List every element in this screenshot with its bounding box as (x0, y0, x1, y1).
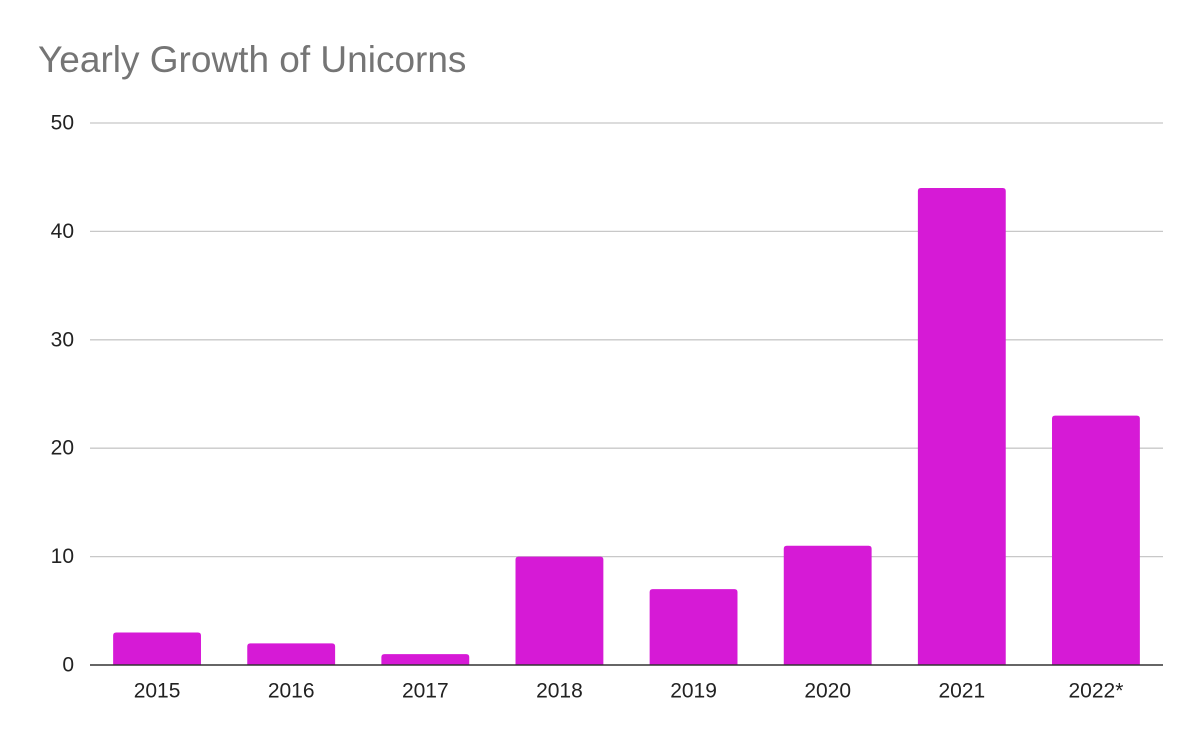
bar-2021 (917, 188, 1006, 666)
x-tick-label: 2018 (536, 680, 583, 703)
x-tick-label: 2016 (268, 680, 315, 703)
x-tick-label: 2020 (804, 680, 851, 703)
bar-2015 (113, 632, 201, 665)
x-tick-label: 2022* (1068, 680, 1123, 703)
bar-2016 (247, 643, 336, 665)
chart-title: Yearly Growth of Unicorns (38, 39, 467, 80)
x-tick-label: 2015 (134, 680, 181, 703)
y-tick-label: 40 (51, 220, 74, 243)
x-tick-label: 2021 (938, 680, 985, 703)
bar-2020 (783, 545, 872, 665)
x-tick-label: 2017 (402, 680, 449, 703)
bar-2022* (1052, 415, 1140, 665)
x-tick-label: 2019 (670, 680, 717, 703)
bars (113, 188, 1140, 666)
y-tick-label: 20 (51, 437, 74, 460)
bar-2018 (515, 556, 604, 665)
bar-2019 (649, 589, 738, 665)
y-tick-label: 30 (51, 328, 74, 351)
y-tick-label: 50 (51, 112, 74, 135)
y-tick-label: 0 (62, 654, 74, 677)
y-tick-label: 10 (51, 545, 74, 568)
bar-2017 (381, 654, 470, 665)
tick-labels: 0 10 20 30 40 50 2015 2016 2017 2018 2019 2020 2021 2… (51, 112, 1124, 703)
